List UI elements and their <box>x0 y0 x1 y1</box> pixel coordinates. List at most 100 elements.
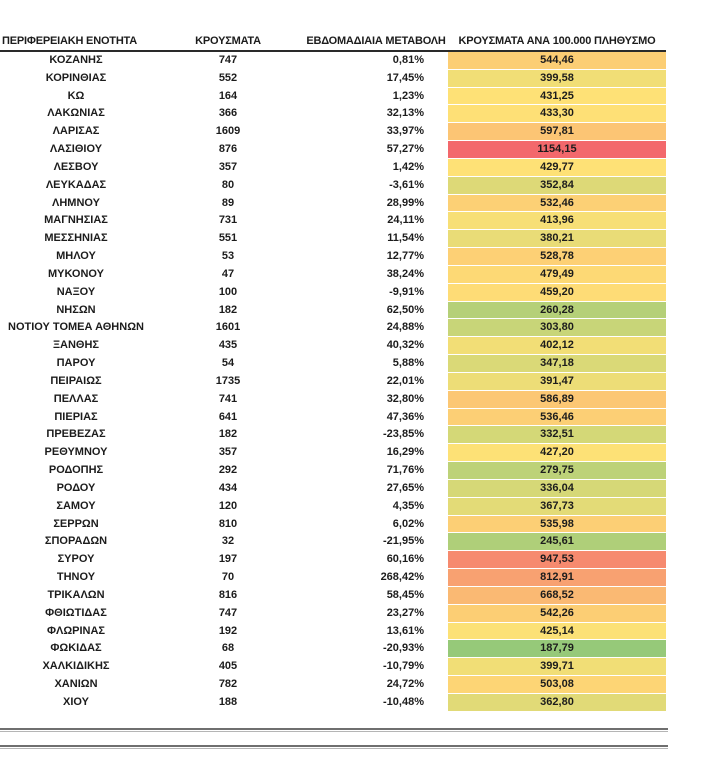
table-row: ΧΑΝΙΩΝ 782 24,72% 503,08 <box>0 675 666 694</box>
weekly-change-cell: -9,91% <box>389 285 424 298</box>
cases-cell: 68 <box>221 642 235 655</box>
cases-cell: 54 <box>221 357 235 370</box>
cases-cell: 782 <box>218 677 238 690</box>
region-cell: ΡΕΘΥΜΝΟΥ <box>44 446 108 459</box>
cases-cell: 192 <box>218 624 238 637</box>
per-100k-cell: 362,80 <box>448 693 666 712</box>
table-row: ΝΗΣΩΝ 182 62,50% 260,28 <box>0 301 666 320</box>
table-row: ΜΥΚΟΝΟΥ 47 38,24% 479,49 <box>0 265 666 284</box>
per-100k-cell: 187,79 <box>448 640 666 659</box>
table-row: ΛΑΣΙΘΙΟΥ 876 57,27% 1154,15 <box>0 141 666 159</box>
weekly-change-cell: 40,32% <box>386 339 424 352</box>
cases-cell: 182 <box>218 428 238 441</box>
region-cell: ΜΗΛΟΥ <box>56 250 96 263</box>
weekly-change-cell: 0,81% <box>392 54 424 66</box>
cases-cell: 747 <box>218 606 238 619</box>
per-100k-cell: 535,98 <box>448 515 666 534</box>
table-row: ΡΕΘΥΜΝΟΥ 357 16,29% 427,20 <box>0 444 666 463</box>
weekly-change-cell: 1,42% <box>392 160 424 173</box>
weekly-change-cell: 23,27% <box>386 606 424 619</box>
cases-cell: 551 <box>218 232 238 245</box>
cases-cell: 1609 <box>215 125 241 138</box>
per-100k-cell: 597,81 <box>448 123 666 142</box>
report-table: ΠΕΡΙΦΕΡΕΙΑΚΗ ΕΝΟΤΗΤΑ ΚΡΟΥΣΜΑΤΑ ΕΒΔΟΜΑΔΙΑ… <box>0 28 666 712</box>
weekly-change-cell: 32,13% <box>386 107 424 120</box>
per-100k-cell: 391,47 <box>448 372 666 391</box>
table-row: ΣΠΟΡΑΔΩΝ 32 -21,95% 245,61 <box>0 533 666 552</box>
cases-cell: 70 <box>221 571 235 584</box>
cases-cell: 731 <box>218 214 238 227</box>
weekly-change-cell: 1,23% <box>392 89 424 102</box>
table-row: ΤΡΙΚΑΛΩΝ 816 58,45% 668,52 <box>0 586 666 605</box>
region-cell: ΣΠΟΡΑΔΩΝ <box>44 535 108 548</box>
region-cell: ΝΗΣΩΝ <box>56 303 96 316</box>
per-100k-cell: 427,20 <box>448 444 666 463</box>
table-row: ΛΑΡΙΣΑΣ 1609 33,97% 597,81 <box>0 123 666 142</box>
weekly-change-cell: 5,88% <box>392 357 424 370</box>
cases-cell: 80 <box>221 178 235 191</box>
divider-light-line <box>0 747 668 749</box>
region-cell: ΠΕΛΛΑΣ <box>53 392 99 405</box>
per-100k-cell: 332,51 <box>448 426 666 445</box>
region-cell: ΤΗΝΟΥ <box>56 571 96 584</box>
table-header-row: ΠΕΡΙΦΕΡΕΙΑΚΗ ΕΝΟΤΗΤΑ ΚΡΟΥΣΜΑΤΑ ΕΒΔΟΜΑΔΙΑ… <box>0 28 666 52</box>
weekly-change-cell: -20,93% <box>383 642 424 655</box>
horizontal-divider <box>0 745 668 749</box>
region-cell: ΛΕΥΚΑΔΑΣ <box>45 178 107 191</box>
region-cell: ΧΙΟΥ <box>63 695 89 708</box>
table-row: ΜΗΛΟΥ 53 12,77% 528,78 <box>0 248 666 266</box>
table-row: ΞΑΝΘΗΣ 435 40,32% 402,12 <box>0 337 666 356</box>
cases-cell: 747 <box>218 54 238 66</box>
per-100k-cell: 413,96 <box>448 212 666 231</box>
region-cell: ΝΟΤΙΟΥ ΤΟΜΕΑ ΑΘΗΝΩΝ <box>8 321 144 334</box>
region-cell: ΛΑΡΙΣΑΣ <box>52 125 100 138</box>
cases-cell: 435 <box>218 339 238 352</box>
cases-cell: 552 <box>218 71 238 84</box>
table-row: ΝΑΞΟΥ 100 -9,91% 459,20 <box>0 283 666 302</box>
region-cell: ΜΑΓΝΗΣΙΑΣ <box>44 214 108 227</box>
header-cell-cases: ΚΡΟΥΣΜΑΤΑ <box>195 35 261 47</box>
weekly-change-cell: 24,72% <box>386 677 424 690</box>
region-cell: ΠΑΡΟΥ <box>56 357 96 370</box>
weekly-change-cell: 13,61% <box>386 624 424 637</box>
region-cell: ΦΛΩΡΙΝΑΣ <box>46 624 106 637</box>
table-row: ΧΙΟΥ 188 -10,48% 362,80 <box>0 693 666 712</box>
cases-cell: 188 <box>218 695 238 708</box>
per-100k-cell: 812,91 <box>448 569 666 587</box>
header-cell-per-100k: ΚΡΟΥΣΜΑΤΑ ΑΝΑ 100.000 ΠΛΗΘΥΣΜΟ <box>458 35 656 47</box>
table-row: ΤΗΝΟΥ 70 268,42% 812,91 <box>0 569 666 587</box>
region-cell: ΣΑΜΟΥ <box>56 499 96 512</box>
per-100k-cell: 367,73 <box>448 497 666 516</box>
per-100k-cell: 336,04 <box>448 479 666 498</box>
per-100k-cell: 433,30 <box>448 105 666 124</box>
cases-cell: 741 <box>218 392 238 405</box>
per-100k-cell: 399,71 <box>448 658 666 676</box>
per-100k-cell: 1154,15 <box>448 141 666 159</box>
region-cell: ΡΟΔΟΥ <box>56 481 96 494</box>
cases-cell: 1735 <box>215 374 241 387</box>
region-cell: ΠΕΙΡΑΙΩΣ <box>50 374 102 387</box>
cases-cell: 641 <box>218 410 238 423</box>
cases-cell: 357 <box>218 446 238 459</box>
per-100k-cell: 279,75 <box>448 462 666 480</box>
region-cell: ΛΑΚΩΝΙΑΣ <box>47 107 105 120</box>
cases-cell: 357 <box>218 160 238 173</box>
table-row: ΡΟΔΟΠΗΣ 292 71,76% 279,75 <box>0 462 666 480</box>
table-row: ΡΟΔΟΥ 434 27,65% 336,04 <box>0 479 666 498</box>
weekly-change-cell: 62,50% <box>386 303 424 316</box>
region-cell: ΛΕΣΒΟΥ <box>53 160 99 173</box>
cases-cell: 89 <box>221 196 235 209</box>
weekly-change-cell: 4,35% <box>392 499 424 512</box>
per-100k-cell: 402,12 <box>448 337 666 356</box>
divider-light-line <box>0 730 668 732</box>
region-cell: ΚΩ <box>67 89 85 102</box>
per-100k-cell: 347,18 <box>448 355 666 373</box>
region-cell: ΡΟΔΟΠΗΣ <box>48 464 104 477</box>
cases-cell: 876 <box>218 143 238 156</box>
table-row: ΠΑΡΟΥ 54 5,88% 347,18 <box>0 355 666 373</box>
cases-cell: 197 <box>218 553 238 566</box>
per-100k-cell: 429,77 <box>448 158 666 177</box>
cases-cell: 816 <box>218 588 238 601</box>
cases-cell: 120 <box>218 499 238 512</box>
